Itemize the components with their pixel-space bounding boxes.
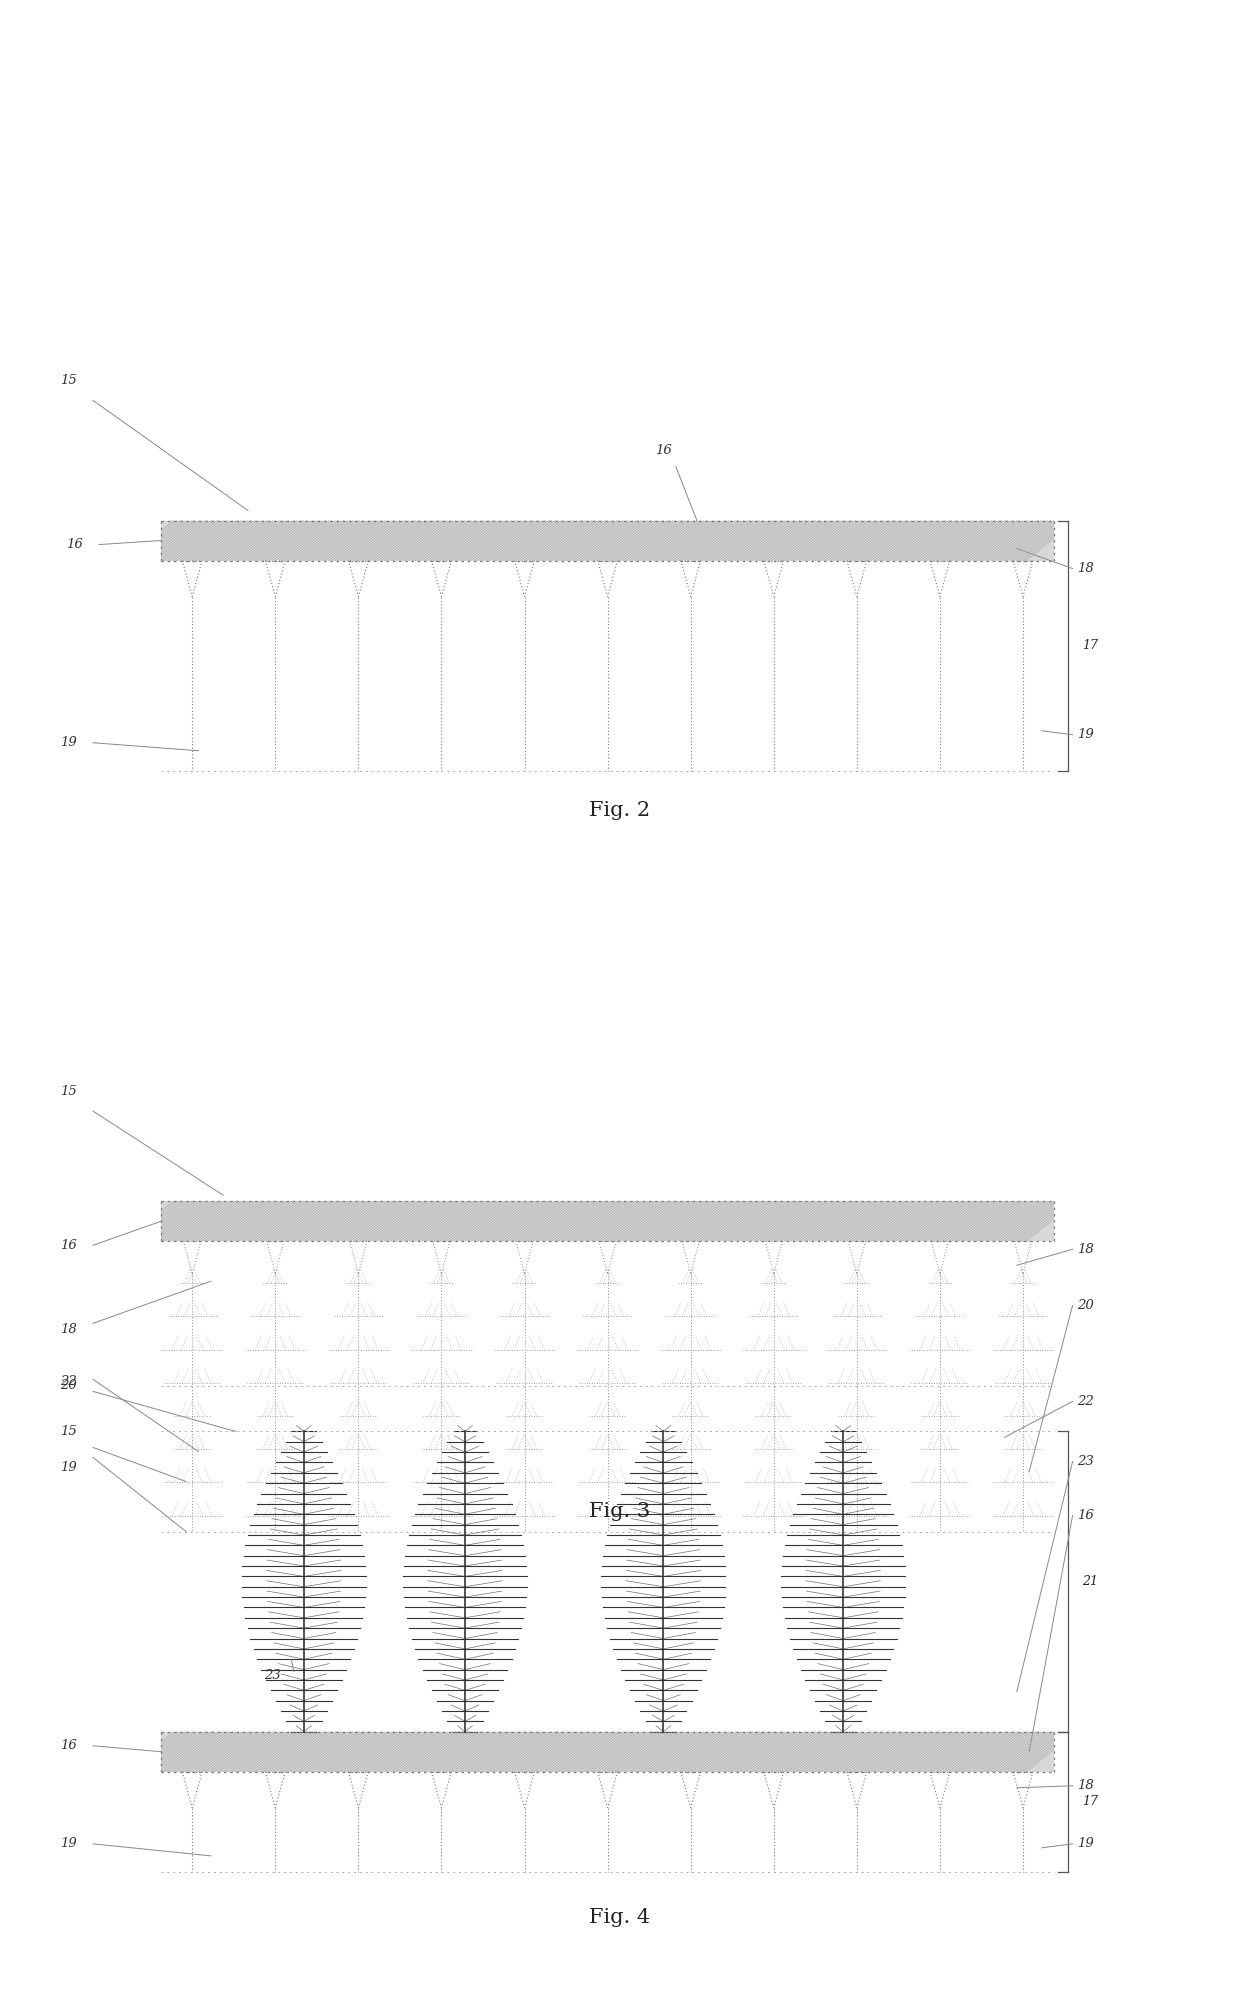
Text: 23: 23 bbox=[1076, 1455, 1094, 1467]
Bar bbox=[161, 521, 1054, 561]
Text: 18: 18 bbox=[1076, 563, 1094, 575]
Text: 16: 16 bbox=[1076, 1510, 1094, 1522]
Text: Fig. 3: Fig. 3 bbox=[589, 1502, 651, 1522]
Text: 19: 19 bbox=[60, 737, 77, 749]
Text: 16: 16 bbox=[60, 1239, 77, 1251]
Text: 17: 17 bbox=[1083, 639, 1099, 653]
Text: 18: 18 bbox=[1076, 1243, 1094, 1255]
Text: 16: 16 bbox=[655, 444, 672, 456]
Text: 17: 17 bbox=[1083, 1796, 1099, 1808]
Text: 21: 21 bbox=[1083, 1576, 1099, 1588]
Text: 19: 19 bbox=[1076, 729, 1094, 741]
Text: 16: 16 bbox=[60, 1740, 77, 1752]
Bar bbox=[161, 1732, 1054, 1772]
Text: 22: 22 bbox=[60, 1375, 77, 1387]
Text: 22: 22 bbox=[1076, 1395, 1094, 1407]
Text: Fig. 2: Fig. 2 bbox=[589, 801, 651, 821]
Text: 15: 15 bbox=[60, 1425, 77, 1437]
Text: 16: 16 bbox=[66, 539, 83, 551]
Text: 19: 19 bbox=[60, 1838, 77, 1850]
Text: 18: 18 bbox=[60, 1323, 77, 1335]
Text: 19: 19 bbox=[1076, 1838, 1094, 1850]
Text: 15: 15 bbox=[60, 1085, 77, 1097]
Text: Fig. 4: Fig. 4 bbox=[589, 1908, 651, 1928]
Text: 15: 15 bbox=[60, 374, 77, 386]
Text: 18: 18 bbox=[1076, 1780, 1094, 1792]
Text: 20: 20 bbox=[60, 1379, 77, 1391]
Text: 19: 19 bbox=[60, 1461, 77, 1473]
Bar bbox=[161, 1201, 1054, 1241]
Text: 23: 23 bbox=[264, 1670, 281, 1682]
Text: 20: 20 bbox=[1076, 1299, 1094, 1311]
